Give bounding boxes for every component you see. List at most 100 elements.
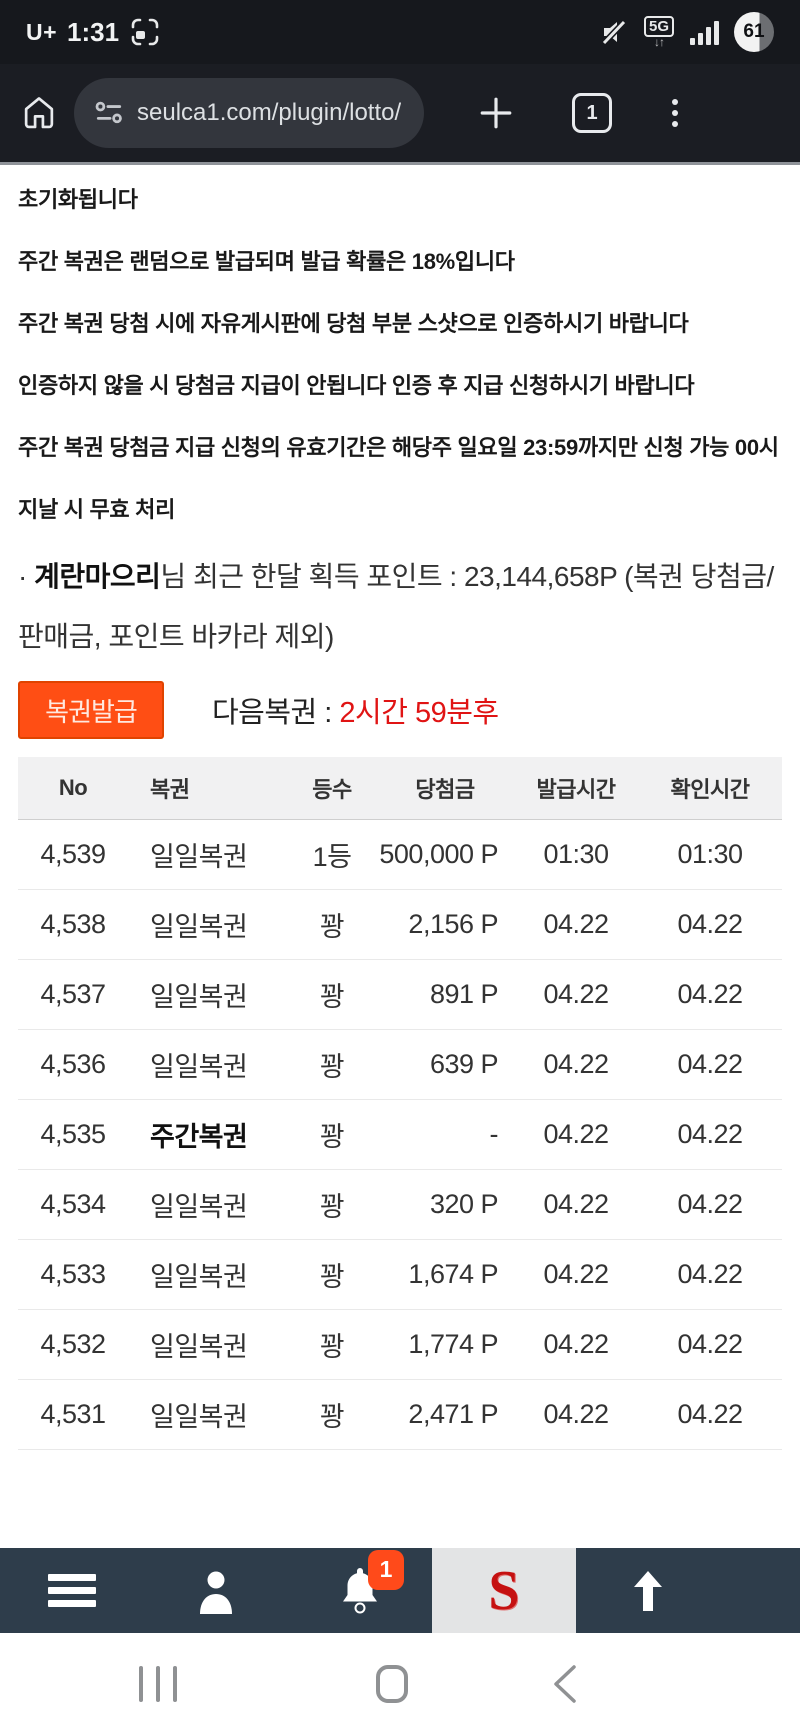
table-row: 4,531 일일복권 꽝 2,471 P 04.22 04.22 bbox=[18, 1379, 782, 1450]
home-icon[interactable] bbox=[20, 94, 58, 132]
cell-confirmed-time: 04.22 bbox=[638, 1239, 782, 1310]
cell-confirmed-time: 01:30 bbox=[638, 819, 782, 890]
lottery-history-table: No 복권 등수 당첨금 발급시간 확인시간 4,539 일일복권 1등 500… bbox=[18, 757, 782, 1450]
issue-lottery-button[interactable]: 복권발급 bbox=[18, 681, 164, 739]
new-tab-icon[interactable] bbox=[478, 95, 514, 131]
nav-brand-button[interactable]: S bbox=[432, 1548, 576, 1633]
notice-text: 주간 복권 당첨 시에 자유게시판에 당첨 부분 스샷으로 인증하시기 바랍니다 bbox=[18, 311, 689, 336]
android-nav-bar bbox=[0, 1633, 800, 1734]
table-row: 4,538 일일복권 꽝 2,156 P 04.22 04.22 bbox=[18, 889, 782, 960]
table-row: 4,536 일일복권 꽝 639 P 04.22 04.22 bbox=[18, 1029, 782, 1100]
url-text[interactable]: seulca1.com/plugin/lotto/ bbox=[137, 99, 402, 126]
next-lottery-caption: 다음복권 : bbox=[212, 697, 332, 729]
cell-issued-time: 04.22 bbox=[514, 1239, 638, 1310]
cell-confirmed-time: 04.22 bbox=[638, 1309, 782, 1380]
table-row: 4,537 일일복권 꽝 891 P 04.22 04.22 bbox=[18, 959, 782, 1030]
table-header: No 복권 등수 당첨금 발급시간 확인시간 bbox=[18, 757, 782, 820]
col-issued: 발급시간 bbox=[514, 757, 638, 820]
brand-logo: S bbox=[488, 1559, 520, 1622]
cell-issued-time: 04.22 bbox=[514, 1379, 638, 1450]
cell-issued-time: 01:30 bbox=[514, 819, 638, 890]
status-left: U+ 1:31 bbox=[26, 16, 161, 48]
cell-no: 4,534 bbox=[18, 1169, 128, 1240]
screen-capture-icon bbox=[129, 16, 161, 48]
cell-rank: 꽝 bbox=[288, 1169, 376, 1240]
cell-rank: 꽝 bbox=[288, 1379, 376, 1450]
android-home-button[interactable] bbox=[352, 1633, 432, 1734]
browser-toolbar: seulca1.com/plugin/lotto/ 1 bbox=[0, 64, 800, 162]
tab-switcher-button[interactable]: 1 bbox=[572, 93, 612, 133]
cell-rank: 꽝 bbox=[288, 959, 376, 1030]
cell-rank: 꽝 bbox=[288, 1099, 376, 1170]
col-no: No bbox=[18, 757, 128, 820]
table-row: 4,533 일일복권 꽝 1,674 P 04.22 04.22 bbox=[18, 1239, 782, 1310]
nav-scroll-top-button[interactable] bbox=[576, 1548, 720, 1633]
cell-confirmed-time: 04.22 bbox=[638, 1029, 782, 1100]
col-rank: 등수 bbox=[288, 757, 376, 820]
muted-speaker-icon bbox=[598, 16, 630, 48]
notice-text: 주간 복권은 랜덤으로 발급되며 발급 확률은 18%입니다 bbox=[18, 249, 515, 274]
cell-rank: 꽝 bbox=[288, 1309, 376, 1380]
site-bottom-nav: 1 S bbox=[0, 1548, 800, 1633]
cell-confirmed-time: 04.22 bbox=[638, 1099, 782, 1170]
table-row: 4,535 주간복권 꽝 - 04.22 04.22 bbox=[18, 1099, 782, 1170]
cell-no: 4,532 bbox=[18, 1309, 128, 1380]
user-points-text: 님 최근 한달 획득 포인트 : 23,144,658P (복권 당첨금/판매금… bbox=[18, 561, 774, 652]
cell-lottery: 일일복권 bbox=[128, 1309, 288, 1380]
cell-prize: 639 P bbox=[376, 1029, 514, 1100]
cell-prize: 891 P bbox=[376, 959, 514, 1030]
network-5g-icon: 5G ↓↑ bbox=[643, 16, 674, 48]
up-arrow-icon bbox=[626, 1567, 670, 1615]
cell-rank: 꽝 bbox=[288, 1029, 376, 1100]
cell-rank: 1등 bbox=[288, 819, 376, 890]
android-recents-button[interactable] bbox=[118, 1633, 198, 1734]
status-bar: U+ 1:31 5G ↓↑ bbox=[0, 0, 800, 64]
cell-prize: 320 P bbox=[376, 1169, 514, 1240]
cell-issued-time: 04.22 bbox=[514, 1309, 638, 1380]
page-content: 초기화됩니다 주간 복권은 랜덤으로 발급되며 발급 확률은 18%입니다 주간… bbox=[0, 165, 800, 1548]
android-back-button[interactable] bbox=[525, 1633, 605, 1734]
cell-rank: 꽝 bbox=[288, 1239, 376, 1310]
cell-prize: 1,774 P bbox=[376, 1309, 514, 1380]
col-confirmed: 확인시간 bbox=[638, 757, 782, 820]
cell-issued-time: 04.22 bbox=[514, 1169, 638, 1240]
site-info-icon[interactable] bbox=[94, 98, 124, 128]
cell-prize: 2,156 P bbox=[376, 889, 514, 960]
cell-issued-time: 04.22 bbox=[514, 889, 638, 960]
cell-rank: 꽝 bbox=[288, 889, 376, 960]
username: 계란마으리 bbox=[34, 561, 161, 592]
cell-lottery: 일일복권 bbox=[128, 959, 288, 1030]
cell-lottery: 주간복권 bbox=[128, 1099, 288, 1170]
overflow-menu-icon[interactable] bbox=[672, 99, 678, 127]
cell-no: 4,535 bbox=[18, 1099, 128, 1170]
nav-profile-button[interactable] bbox=[144, 1548, 288, 1633]
cell-lottery: 일일복권 bbox=[128, 1029, 288, 1100]
cell-lottery: 일일복권 bbox=[128, 1239, 288, 1310]
clock: 1:31 bbox=[67, 16, 120, 47]
battery-indicator: 61 bbox=[734, 12, 774, 52]
next-lottery-label: 다음복권 : 2시간 59분후 bbox=[212, 689, 499, 731]
notice-list: 초기화됩니다 주간 복권은 랜덤으로 발급되며 발급 확률은 18%입니다 주간… bbox=[18, 169, 782, 541]
cell-prize: 1,674 P bbox=[376, 1239, 514, 1310]
nav-menu-button[interactable] bbox=[0, 1548, 144, 1633]
cell-no: 4,536 bbox=[18, 1029, 128, 1100]
cell-confirmed-time: 04.22 bbox=[638, 1379, 782, 1450]
cell-issued-time: 04.22 bbox=[514, 959, 638, 1030]
cell-confirmed-time: 04.22 bbox=[638, 1169, 782, 1240]
cell-no: 4,539 bbox=[18, 819, 128, 890]
table-row: 4,534 일일복권 꽝 320 P 04.22 04.22 bbox=[18, 1169, 782, 1240]
cell-lottery: 일일복권 bbox=[128, 1169, 288, 1240]
cell-confirmed-time: 04.22 bbox=[638, 959, 782, 1030]
table-body: 4,539 일일복권 1등 500,000 P 01:30 01:30 4,53… bbox=[18, 819, 782, 1450]
cell-issued-time: 04.22 bbox=[514, 1099, 638, 1170]
cell-issued-time: 04.22 bbox=[514, 1029, 638, 1100]
next-lottery-countdown: 2시간 59분후 bbox=[339, 697, 499, 729]
cell-no: 4,538 bbox=[18, 889, 128, 960]
cell-lottery: 일일복권 bbox=[128, 1379, 288, 1450]
table-row: 4,539 일일복권 1등 500,000 P 01:30 01:30 bbox=[18, 819, 782, 890]
address-bar[interactable]: seulca1.com/plugin/lotto/ bbox=[74, 78, 424, 148]
nav-notifications-button[interactable]: 1 bbox=[288, 1548, 432, 1633]
user-points-line: · 계란마으리님 최근 한달 획득 포인트 : 23,144,658P (복권 … bbox=[18, 547, 782, 667]
notice-text: 초기화됩니다 bbox=[18, 187, 138, 212]
